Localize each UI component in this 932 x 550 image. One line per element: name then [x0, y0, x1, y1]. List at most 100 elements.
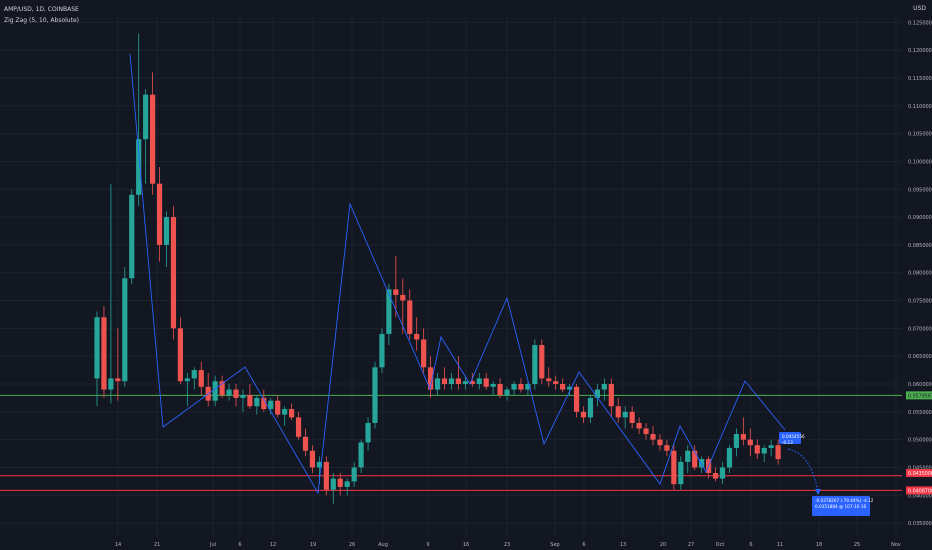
candle-body — [615, 406, 621, 418]
candle-body — [136, 139, 142, 195]
zigzag-lower-annotation-text: 0.0351884 @ 107-10-16 — [815, 504, 867, 509]
candle-body — [601, 383, 607, 390]
candle — [490, 381, 496, 396]
candle — [101, 306, 107, 398]
x-tick-label: 14 — [115, 542, 121, 548]
candle — [143, 89, 149, 184]
candle-body — [747, 439, 753, 446]
time-axis[interactable]: 14 21 Jul 6 12 19 26 Aug 9 16 23 Sep 6 13 20 27 Oct 6 11 18… — [115, 542, 901, 548]
candle — [414, 317, 420, 351]
x-tick-label: Nov — [891, 542, 901, 548]
candle — [108, 183, 114, 404]
candle-body — [156, 183, 163, 245]
candle — [712, 467, 719, 482]
candle-body — [546, 378, 552, 382]
candle-body — [191, 370, 197, 379]
candle-body — [233, 389, 239, 398]
candle — [560, 378, 566, 393]
currency-label[interactable]: USD — [913, 5, 926, 12]
candle-body — [163, 217, 170, 245]
candle-body — [212, 381, 218, 401]
candlestick-series — [94, 33, 781, 504]
candle-body — [560, 383, 566, 390]
candle — [761, 445, 767, 462]
x-tick-label: Jul — [209, 542, 216, 548]
candle-body — [254, 397, 260, 407]
symbol-label[interactable]: AMP/USD, 1D, COINBASE — [4, 6, 79, 13]
candle-body — [733, 434, 739, 448]
x-tick-label: Sep — [550, 542, 559, 548]
candle — [94, 311, 100, 407]
candle — [546, 367, 552, 387]
candle-body — [115, 378, 121, 382]
candle-body — [309, 450, 316, 468]
x-tick-label: 27 — [688, 542, 694, 548]
candle — [323, 456, 329, 496]
candle — [497, 378, 503, 398]
candle — [733, 428, 739, 457]
candle-body — [407, 300, 413, 334]
candle-body — [483, 378, 489, 387]
candle-body — [295, 417, 302, 437]
candle-body — [379, 333, 385, 368]
candle-body — [740, 434, 746, 440]
x-tick-label: Oct — [716, 542, 725, 548]
candle — [177, 317, 183, 384]
candle — [275, 395, 281, 418]
candle — [289, 403, 295, 421]
zigzag-upper-annotation-bg — [779, 432, 801, 444]
candle — [518, 378, 524, 393]
candle — [233, 383, 239, 407]
candle-body — [699, 459, 705, 468]
x-tick-label: 19 — [310, 542, 316, 548]
candle — [587, 395, 594, 423]
candle — [525, 381, 531, 396]
candle-body — [594, 389, 600, 398]
projection-path — [787, 448, 819, 493]
candle — [469, 372, 475, 387]
candle — [344, 478, 350, 496]
x-tick-label: 6 — [582, 542, 585, 548]
x-tick-label: 18 — [816, 542, 822, 548]
x-tick-label: 20 — [660, 542, 666, 548]
price-tag-red-1-bg — [906, 469, 932, 478]
candle-body — [629, 411, 635, 423]
candle — [539, 339, 545, 384]
chart-grid — [0, 14, 902, 537]
zigzag-upper-annotation: 0.0454556-0.13 — [779, 432, 805, 445]
candle-body — [441, 378, 448, 384]
candle — [295, 411, 302, 440]
candle — [358, 439, 364, 474]
candle-body — [184, 378, 190, 382]
candle — [136, 33, 142, 206]
candle — [504, 386, 510, 401]
candle — [553, 375, 559, 390]
candle-body — [712, 473, 719, 479]
candle-body — [170, 217, 177, 329]
candle-body — [754, 445, 760, 454]
candle — [476, 372, 482, 390]
candle — [198, 361, 204, 396]
candle-body — [608, 383, 614, 407]
candle — [261, 389, 267, 412]
candle-body — [462, 381, 468, 384]
x-tick-label: 11 — [777, 542, 783, 548]
candle-body — [476, 378, 482, 384]
candle-body — [580, 411, 587, 418]
candle-body — [198, 370, 204, 387]
candle — [601, 378, 607, 401]
x-tick-label: 6 — [749, 542, 752, 548]
indicator-label[interactable]: Zig Zag (5, 10, Absolute) — [4, 17, 79, 24]
